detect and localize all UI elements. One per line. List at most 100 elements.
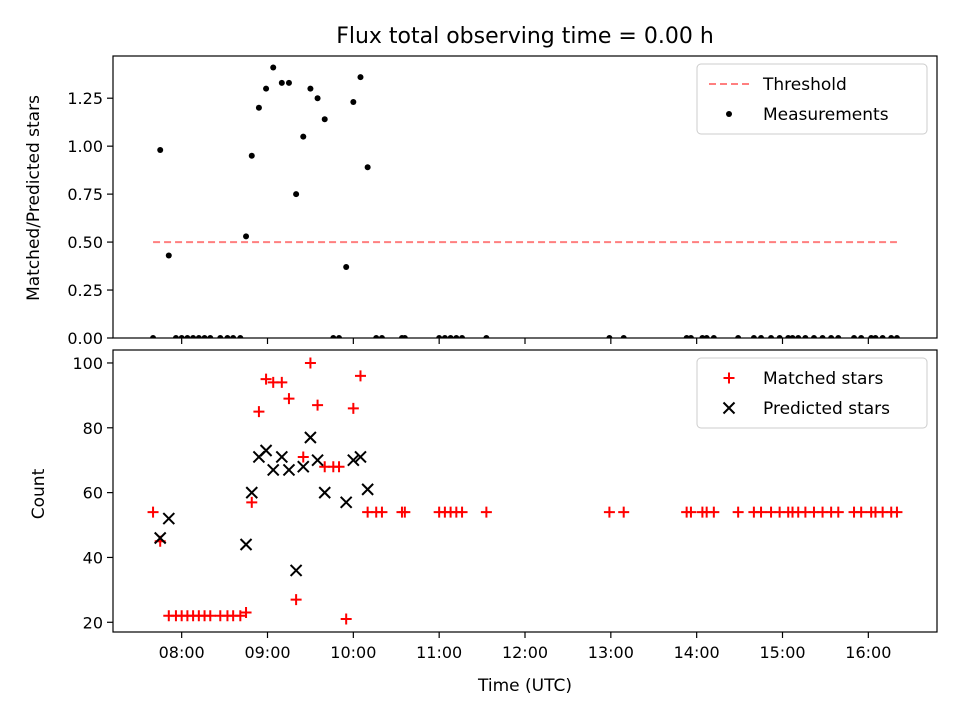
top-y-tick-label: 0.00 bbox=[67, 329, 103, 348]
measurement-point bbox=[243, 233, 250, 240]
measurement-point bbox=[373, 335, 380, 338]
predicted-star-point bbox=[304, 431, 317, 444]
predicted-star-point bbox=[154, 531, 167, 545]
legend-measurement-swatch bbox=[726, 111, 732, 117]
matched-star-point bbox=[376, 506, 388, 518]
measurement-point bbox=[810, 335, 817, 338]
matched-star-point bbox=[855, 506, 867, 518]
measurement-point bbox=[819, 335, 826, 338]
measurement-point bbox=[687, 335, 694, 338]
measurement-point bbox=[453, 335, 460, 338]
predicted-star-point bbox=[297, 460, 310, 473]
measurement-point bbox=[230, 335, 237, 338]
top-panel: 0.00 0.25 0.50 0.75 1.00 1.25 Threshold Measure… bbox=[67, 55, 938, 348]
bottom-legend-label: Predicted stars bbox=[763, 399, 890, 419]
predicted-star-point bbox=[282, 463, 296, 477]
measurement-point bbox=[314, 95, 321, 102]
measurement-point bbox=[195, 335, 202, 338]
matched-star-point bbox=[891, 506, 903, 518]
predicted-star-point bbox=[259, 444, 273, 457]
measurement-point bbox=[735, 335, 742, 338]
bottom-y-tick-label: 40 bbox=[83, 548, 103, 567]
measurement-point bbox=[207, 335, 214, 338]
measurement-point bbox=[447, 335, 454, 338]
predicted-star-point bbox=[289, 564, 303, 577]
matched-star-point bbox=[240, 607, 252, 619]
measurement-point bbox=[888, 335, 895, 338]
bottom-y-tick-label: 60 bbox=[83, 484, 103, 503]
measurement-point bbox=[278, 79, 285, 86]
matched-star-point bbox=[347, 402, 359, 414]
measurement-point bbox=[401, 335, 408, 338]
y-axis-label-top: Matched/Predicted stars bbox=[24, 95, 44, 301]
top-y-tick-label: 0.25 bbox=[67, 281, 103, 300]
top-plot-area bbox=[150, 64, 900, 338]
measurement-point bbox=[248, 152, 255, 159]
top-axes-frame bbox=[112, 55, 938, 339]
predicted-star-point bbox=[275, 450, 289, 464]
bottom-legend: Matched stars Predicted stars bbox=[696, 357, 928, 429]
matched-star-point bbox=[283, 393, 295, 405]
measurement-point bbox=[217, 335, 224, 338]
measurement-point bbox=[893, 335, 900, 338]
bottom-plot-area bbox=[147, 357, 903, 625]
predicted-star-point bbox=[361, 483, 374, 496]
measurement-point bbox=[307, 85, 314, 92]
measurement-point bbox=[330, 335, 337, 338]
predicted-star-point bbox=[162, 512, 175, 525]
matched-star-point bbox=[603, 506, 615, 518]
x-tick-label: 11:00 bbox=[416, 643, 462, 662]
top-legend-label: Measurements bbox=[763, 105, 889, 125]
matched-star-point bbox=[456, 506, 468, 518]
measurement-point bbox=[336, 335, 343, 338]
matched-star-point bbox=[204, 610, 216, 622]
matched-star-point bbox=[340, 613, 352, 625]
predicted-star-point bbox=[339, 496, 353, 509]
x-tick-label: 12:00 bbox=[502, 643, 548, 662]
bottom-legend-box bbox=[696, 357, 928, 429]
measurement-point bbox=[802, 335, 809, 338]
matched-star-point bbox=[147, 506, 159, 518]
matched-star-point bbox=[618, 506, 630, 518]
matched-star-point bbox=[290, 594, 302, 606]
measurement-point bbox=[858, 335, 865, 338]
measurement-point bbox=[300, 133, 307, 140]
top-legend-label: Threshold bbox=[762, 75, 847, 95]
measurement-point bbox=[378, 335, 385, 338]
bottom-panel: 20 40 60 80 100 08:00 09:00 10:00 11:00 12:00 13:0… bbox=[72, 349, 938, 662]
bottom-axes-frame bbox=[112, 349, 938, 633]
matched-star-point bbox=[234, 610, 246, 622]
x-tick-label: 08:00 bbox=[159, 643, 205, 662]
predicted-star-point bbox=[318, 486, 331, 499]
matched-star-point bbox=[755, 506, 767, 518]
measurement-point bbox=[436, 335, 443, 338]
measurement-point bbox=[201, 335, 208, 338]
bottom-legend-label: Matched stars bbox=[763, 369, 883, 389]
top-legend-box bbox=[696, 63, 928, 135]
x-tick-label: 13:00 bbox=[588, 643, 634, 662]
measurement-point bbox=[285, 79, 292, 86]
predicted-star-point bbox=[245, 486, 258, 499]
matched-star-point bbox=[732, 506, 744, 518]
measurement-point bbox=[441, 335, 448, 338]
measurement-point bbox=[789, 335, 796, 338]
measurement-point bbox=[157, 147, 164, 153]
matched-star-point bbox=[246, 496, 258, 508]
measurement-point bbox=[750, 335, 757, 338]
matched-star-point bbox=[333, 461, 345, 473]
measurement-point bbox=[237, 335, 244, 338]
measurement-point bbox=[835, 335, 842, 338]
measurement-point bbox=[703, 335, 710, 338]
x-tick-label: 14:00 bbox=[674, 643, 720, 662]
measurement-point bbox=[165, 252, 172, 259]
x-axis-label: Time (UTC) bbox=[477, 676, 572, 696]
matched-star-point bbox=[276, 376, 288, 388]
matched-star-point bbox=[260, 373, 272, 385]
predicted-star-point bbox=[354, 450, 367, 464]
matched-star-point bbox=[297, 451, 309, 463]
measurement-point bbox=[364, 164, 371, 171]
x-tick-label: 15:00 bbox=[759, 643, 805, 662]
legend-predicted-swatch bbox=[722, 401, 736, 415]
